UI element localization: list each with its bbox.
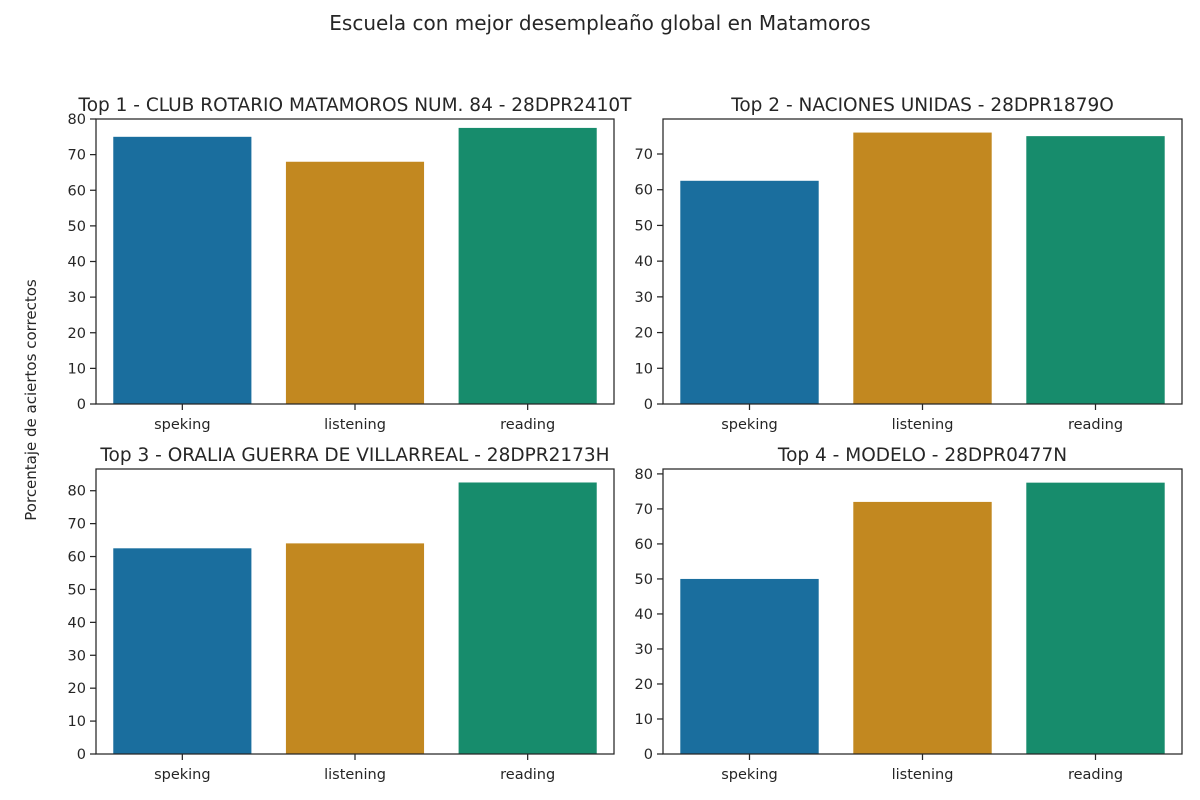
bar-speking — [113, 136, 252, 404]
y-tick-label: 30 — [68, 290, 86, 306]
y-tick-label: 0 — [644, 747, 653, 763]
bar-reading — [458, 127, 597, 404]
y-tick-label: 0 — [77, 747, 86, 763]
y-tick-label: 0 — [644, 397, 653, 413]
x-tick-label: reading — [1068, 767, 1123, 783]
y-tick-label: 40 — [635, 607, 653, 623]
bar-listening — [853, 132, 992, 404]
x-tick-label: reading — [1068, 417, 1123, 433]
y-tick-label: 40 — [68, 615, 86, 631]
x-tick-label: reading — [500, 767, 555, 783]
bar-speking — [113, 548, 252, 754]
y-tick-label: 30 — [635, 290, 653, 306]
y-tick-label: 70 — [68, 148, 86, 164]
y-tick-label: 50 — [635, 218, 653, 234]
y-tick-label: 0 — [77, 397, 86, 413]
bar-reading — [1026, 482, 1165, 754]
bar-reading — [1026, 136, 1165, 404]
bar-speking — [680, 578, 819, 754]
y-tick-label: 50 — [68, 582, 86, 598]
panel-title: Top 4 - MODELO - 28DPR0477N — [777, 445, 1067, 466]
x-tick-label: speking — [721, 417, 778, 433]
figure-title: Escuela con mejor desempleaño global en … — [329, 11, 871, 35]
x-tick-label: speking — [154, 767, 211, 783]
y-tick-label: 50 — [635, 572, 653, 588]
y-tick-label: 20 — [635, 326, 653, 342]
y-tick-label: 70 — [635, 502, 653, 518]
bar-listening — [285, 161, 425, 404]
y-tick-label: 20 — [68, 681, 86, 697]
y-tick-label: 60 — [68, 183, 86, 199]
y-tick-label: 80 — [68, 112, 86, 128]
y-tick-label: 60 — [635, 537, 653, 553]
x-tick-label: listening — [892, 767, 954, 783]
y-tick-label: 20 — [68, 326, 86, 342]
y-tick-label: 40 — [635, 254, 653, 270]
panel-title: Top 1 - CLUB ROTARIO MATAMOROS NUM. 84 -… — [78, 95, 633, 116]
y-tick-label: 20 — [635, 677, 653, 693]
x-tick-label: listening — [324, 767, 386, 783]
y-tick-label: 10 — [68, 361, 86, 377]
y-tick-label: 80 — [68, 484, 86, 500]
bar-reading — [458, 482, 597, 754]
y-tick-label: 60 — [635, 183, 653, 199]
y-tick-label: 80 — [635, 467, 653, 483]
x-tick-label: speking — [721, 767, 778, 783]
panel-title: Top 2 - NACIONES UNIDAS - 28DPR1879O — [730, 95, 1114, 116]
y-tick-label: 10 — [68, 714, 86, 730]
y-tick-label: 50 — [68, 219, 86, 235]
bar-listening — [285, 543, 425, 754]
x-tick-label: listening — [324, 417, 386, 433]
y-tick-label: 10 — [635, 712, 653, 728]
y-tick-label: 70 — [68, 517, 86, 533]
bar-listening — [853, 501, 992, 754]
x-tick-label: speking — [154, 417, 211, 433]
panel-title: Top 3 - ORALIA GUERRA DE VILLARREAL - 28… — [99, 445, 609, 466]
y-tick-label: 70 — [635, 147, 653, 163]
y-tick-label: 10 — [635, 361, 653, 377]
y-tick-label: 60 — [68, 550, 86, 566]
y-tick-label: 30 — [68, 648, 86, 664]
y-tick-label: 30 — [635, 642, 653, 658]
x-tick-label: listening — [892, 417, 954, 433]
x-tick-label: reading — [500, 417, 555, 433]
y-tick-label: 40 — [68, 255, 86, 271]
bar-speking — [680, 180, 819, 404]
